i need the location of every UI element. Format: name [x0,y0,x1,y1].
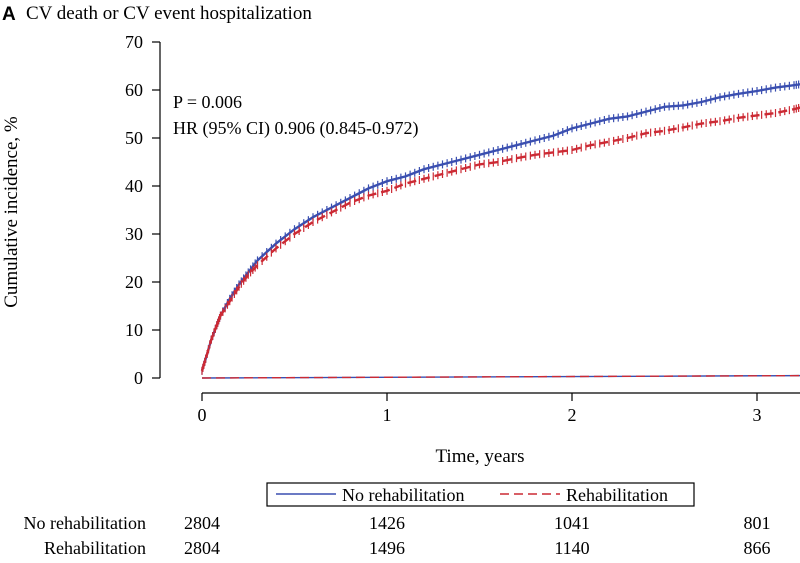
x-tick-label: 0 [198,405,207,425]
y-tick-label: 30 [125,224,143,244]
chart-title: CV death or CV event hospitalization [26,3,312,24]
y-axis: 0 10 20 30 40 50 60 70 [125,32,161,388]
y-tick-label: 40 [125,176,143,196]
series-baseline-line [201,374,800,379]
legend-label-no-rehabilitation: No rehabilitation [342,485,464,505]
series-line-rehab [200,106,800,372]
y-tick-label: 0 [134,368,143,388]
x-tick-label: 1 [383,405,392,425]
risk-table-value: 801 [744,513,771,533]
legend-label-rehabilitation: Rehabilitation [566,485,668,505]
y-tick-label: 60 [125,80,143,100]
x-tick-label: 2 [568,405,577,425]
p-value-annotation: P = 0.006 [173,92,242,112]
legend: No rehabilitation Rehabilitation [266,482,695,507]
y-tick-label: 70 [125,32,143,52]
risk-table-value: 866 [744,538,771,558]
x-axis-label: Time, years [435,446,524,467]
risk-row-label-no-rehabilitation: No rehabilitation [24,513,146,533]
risk-table-value: 2804 [184,538,220,558]
y-tick-label: 20 [125,272,143,292]
risk-table-value: 1496 [369,538,405,558]
y-axis-label: Cumulative incidence, % [1,116,22,308]
x-tick-label: 3 [753,405,762,425]
y-tick-label: 50 [125,128,143,148]
risk-table-value: 1426 [369,513,405,533]
legend-box [266,482,695,507]
censor-marks [201,104,800,375]
risk-table-value: 1041 [554,513,590,533]
hr-annotation: HR (95% CI) 0.906 (0.845-0.972) [173,118,418,139]
risk-row-label-rehabilitation: Rehabilitation [44,538,146,558]
risk-table-value: 1140 [554,538,589,558]
series-group [200,80,800,379]
risk-table-value: 2804 [184,513,220,533]
x-axis: 0 1 2 3 [198,392,800,425]
y-tick-label: 10 [125,320,143,340]
panel-letter: A [2,4,16,25]
risk-table: No rehabilitation Rehabilitation 2804 142… [24,513,771,558]
